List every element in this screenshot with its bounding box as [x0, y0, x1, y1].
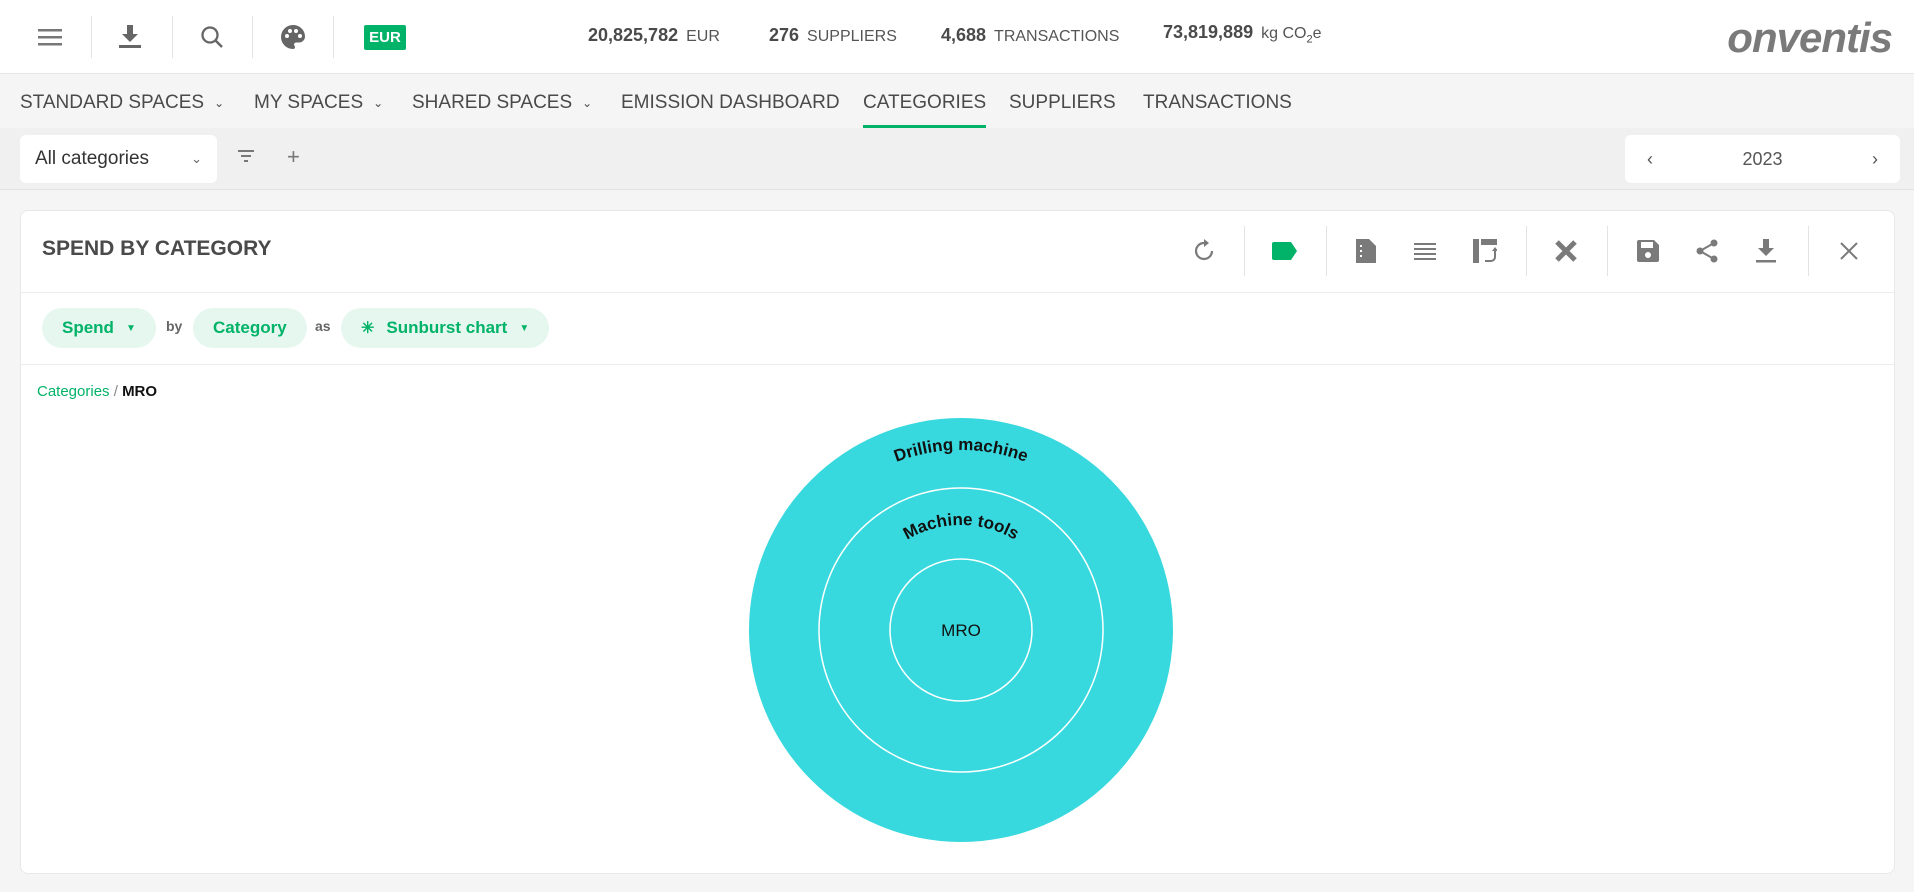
chevron-down-icon: ⌄ [214, 96, 225, 110]
stat-spend: 20,825,782 EUR [588, 25, 720, 45]
onventis-logo: onventis [1727, 14, 1893, 61]
year-selector: ‹ 2023 › [1625, 135, 1900, 183]
divider [21, 364, 1894, 365]
divider [252, 16, 253, 58]
sunburst-icon: ✳ [361, 320, 375, 337]
divider [1607, 226, 1608, 276]
nav-shared-spaces[interactable]: SHARED SPACES ⌄ [412, 92, 593, 113]
filter-bar [0, 128, 1914, 190]
palette-icon[interactable] [278, 22, 308, 52]
breadcrumb-root[interactable]: Categories [37, 383, 110, 400]
filter-icon[interactable] [236, 148, 256, 169]
divider [172, 16, 173, 58]
label-icon[interactable] [1270, 236, 1300, 266]
caret-down-icon: ▼ [125, 322, 136, 334]
as-label: as [315, 318, 331, 334]
by-label: by [166, 318, 183, 334]
menu-icon[interactable] [35, 22, 65, 52]
divider [1326, 226, 1327, 276]
stat-transactions: 4,688 TRANSACTIONS [941, 25, 1120, 45]
refresh-icon[interactable] [1189, 236, 1219, 266]
chevron-down-icon: ⌄ [373, 96, 384, 110]
divider [21, 292, 1894, 293]
stat-emissions: 73,819,889 kg CO2e [1163, 22, 1322, 46]
prev-year-button[interactable]: ‹ [1647, 148, 1653, 169]
nav-emission-dashboard[interactable]: EMISSION DASHBOARD [621, 92, 840, 113]
nav-categories[interactable]: CATEGORIES [863, 88, 987, 129]
nav-my-spaces[interactable]: MY SPACES ⌄ [254, 92, 384, 113]
category-select[interactable]: All categories ⌄ [20, 135, 217, 183]
currency-badge[interactable]: EUR [364, 25, 406, 50]
divider [1526, 226, 1527, 276]
list-icon[interactable] [1410, 236, 1440, 266]
label-mro: MRO [941, 621, 981, 640]
save-icon[interactable] [1633, 236, 1663, 266]
next-year-button[interactable]: › [1871, 148, 1878, 169]
close-icon[interactable] [1834, 236, 1864, 266]
chart-type-select[interactable]: ✳ Sunburst chart ▼ [341, 308, 550, 348]
divider [1808, 226, 1809, 276]
top-header: EUR 20,825,782 EUR 276 SUPPLIERS 4,688 TRAN… [0, 0, 1914, 74]
sunburst-chart: Drilling machine Machine tools MRO [749, 418, 1173, 842]
divider [333, 16, 334, 58]
nav-standard-spaces[interactable]: STANDARD SPACES ⌄ [20, 92, 225, 113]
download-icon[interactable] [1751, 236, 1781, 266]
card-title: SPEND BY CATEGORY [42, 237, 272, 260]
main-nav: STANDARD SPACES ⌄ MY SPACES ⌄ SHARED SPACE… [0, 74, 1914, 129]
chevron-down-icon: ⌄ [582, 96, 593, 110]
breadcrumb: Categories / MRO [37, 383, 158, 400]
download-icon[interactable] [115, 22, 145, 52]
caret-down-icon: ▼ [519, 322, 530, 334]
chevron-down-icon: ⌄ [191, 151, 202, 166]
stat-suppliers: 276 SUPPLIERS [769, 25, 897, 45]
measure-select[interactable]: Spend ▼ [42, 308, 156, 348]
ring-mro[interactable] [889, 558, 1033, 702]
report-icon[interactable] [1351, 236, 1381, 266]
spend-by-category-card: SPEND BY CATEGORY Spend ▼ by Category as … [20, 210, 1895, 874]
divider [91, 16, 92, 58]
search-icon[interactable] [197, 22, 227, 52]
tools-icon[interactable] [1551, 236, 1581, 266]
breadcrumb-current: MRO [122, 383, 158, 400]
divider [1244, 226, 1245, 276]
swap-icon[interactable] [1470, 236, 1500, 266]
dimension-select[interactable]: Category [193, 308, 307, 348]
nav-suppliers[interactable]: SUPPLIERS [1009, 92, 1116, 113]
share-icon[interactable] [1692, 236, 1722, 266]
nav-transactions[interactable]: TRANSACTIONS [1143, 92, 1292, 113]
add-icon[interactable]: + [287, 144, 300, 169]
